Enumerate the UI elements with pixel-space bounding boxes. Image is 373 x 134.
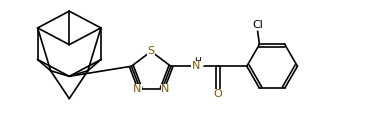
Text: S: S	[148, 46, 155, 56]
Text: N: N	[192, 61, 200, 71]
Text: N: N	[133, 84, 141, 94]
Text: N: N	[161, 84, 169, 94]
Text: H: H	[194, 57, 201, 66]
Text: O: O	[214, 89, 223, 99]
Text: Cl: Cl	[252, 20, 263, 30]
